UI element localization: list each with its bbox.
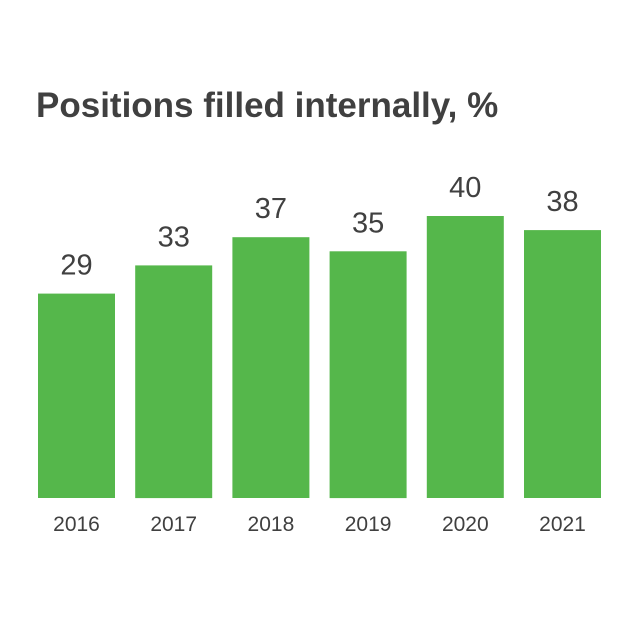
bar-2020 — [426, 216, 504, 498]
chart-title: Positions filled internally, % — [36, 86, 499, 125]
bar-2016 — [38, 293, 115, 498]
value-label-2019: 35 — [352, 207, 384, 239]
bar-2019 — [329, 251, 407, 499]
bars-group — [38, 216, 601, 499]
x-tick-label-2018: 2018 — [248, 513, 295, 536]
value-labels-group: 29 33 37 35 40 38 — [60, 172, 578, 282]
x-tick-label-2016: 2016 — [53, 513, 100, 536]
value-label-2020: 40 — [449, 172, 481, 204]
bar-2017 — [135, 265, 213, 499]
x-tick-label-2021: 2021 — [539, 513, 586, 536]
bar-2018 — [232, 237, 310, 498]
x-tick-label-2017: 2017 — [150, 513, 197, 536]
x-tick-label-2020: 2020 — [442, 513, 489, 536]
x-tick-label-2019: 2019 — [345, 513, 392, 536]
value-label-2018: 37 — [255, 193, 287, 225]
x-tick-labels-group: 2016 2017 2018 2019 2020 2021 — [53, 513, 586, 536]
value-label-2021: 38 — [546, 186, 578, 218]
bar-2021 — [524, 230, 601, 498]
value-label-2016: 29 — [60, 250, 92, 282]
value-label-2017: 33 — [158, 221, 190, 253]
